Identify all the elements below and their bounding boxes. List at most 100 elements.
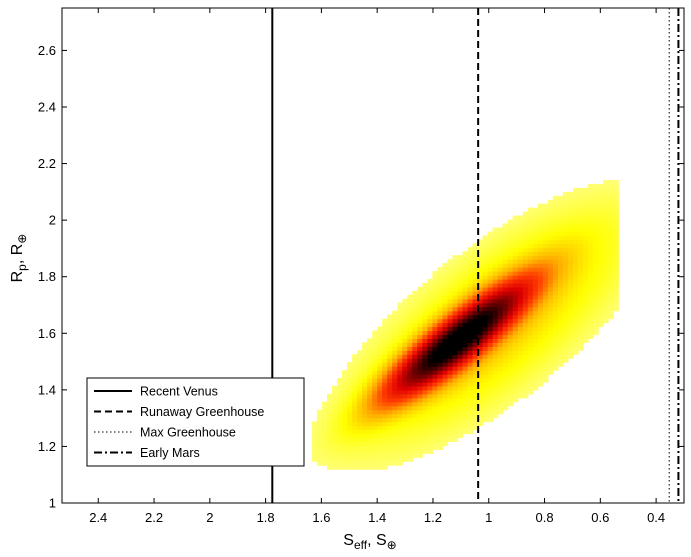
heatmap-cell <box>352 366 358 371</box>
heatmap-cell <box>522 322 529 328</box>
heatmap-cell <box>417 405 423 411</box>
heatmap-cell <box>527 259 534 264</box>
heatmap-cell <box>593 239 599 244</box>
heatmap-cell <box>532 330 539 336</box>
heatmap-cell <box>472 378 479 383</box>
heatmap-cell <box>467 282 474 288</box>
heatmap-cell <box>462 259 469 264</box>
heatmap-cell <box>417 409 423 415</box>
heatmap-cell <box>311 453 318 458</box>
heatmap-cell <box>603 302 609 308</box>
heatmap-cell <box>512 342 519 347</box>
heatmap-cell <box>457 362 464 367</box>
heatmap-cell <box>347 433 353 438</box>
heatmap-cell <box>598 290 604 296</box>
heatmap-cell <box>427 449 433 454</box>
heatmap-cell <box>573 255 579 260</box>
heatmap-cell <box>387 314 393 320</box>
heatmap-cell <box>497 358 504 363</box>
heatmap-cell <box>462 405 469 411</box>
heatmap-cell <box>562 251 569 256</box>
heatmap-cell <box>598 187 604 193</box>
heatmap-cell <box>427 350 433 355</box>
heatmap-cell <box>522 354 529 359</box>
heatmap-cell <box>603 247 609 252</box>
heatmap-cell <box>537 350 544 355</box>
heatmap-cell <box>407 346 413 351</box>
heatmap-cell <box>492 318 499 324</box>
heatmap-cell <box>532 302 539 308</box>
heatmap-cell <box>532 370 539 375</box>
heatmap-cell <box>492 330 499 336</box>
heatmap-cell <box>492 314 499 320</box>
heatmap-cell <box>372 354 378 359</box>
heatmap-cell <box>437 429 443 435</box>
heatmap-cell <box>532 235 539 240</box>
heatmap-cell <box>507 306 514 312</box>
heatmap-cell <box>598 310 604 316</box>
heatmap-cell <box>537 302 544 308</box>
heatmap-cell <box>442 279 449 284</box>
heatmap-cell <box>422 330 428 336</box>
heatmap-cell <box>442 378 449 383</box>
heatmap-cell <box>613 271 619 276</box>
heatmap-cell <box>397 425 403 431</box>
heatmap-cell <box>482 330 489 336</box>
heatmap-cell <box>542 251 549 256</box>
heatmap-cell <box>547 219 554 225</box>
heatmap-cell <box>502 314 509 320</box>
heatmap-cell <box>603 282 609 288</box>
heatmap-cell <box>357 401 363 407</box>
heatmap-cell <box>537 231 544 237</box>
heatmap-cell <box>462 310 469 316</box>
heatmap-cell <box>422 342 428 347</box>
heatmap-cell <box>598 314 604 320</box>
heatmap-cell <box>532 231 539 237</box>
heatmap-cell <box>477 302 484 308</box>
heatmap-cell <box>517 255 524 260</box>
heatmap-cell <box>517 366 524 371</box>
heatmap-cell <box>427 282 433 288</box>
heatmap-cell <box>583 302 589 308</box>
heatmap-cell <box>472 314 479 320</box>
heatmap-cell <box>397 433 403 438</box>
heatmap-cell <box>573 203 579 209</box>
heatmap-cell <box>497 381 504 387</box>
heatmap-cell <box>522 374 529 379</box>
heatmap-cell <box>372 465 378 470</box>
heatmap-cell <box>477 310 484 316</box>
heatmap-cell <box>412 405 418 411</box>
heatmap-cell <box>362 370 368 375</box>
heatmap-cell <box>452 334 459 339</box>
heatmap-cell <box>467 342 474 347</box>
heatmap-cell <box>613 243 619 248</box>
heatmap-cell <box>316 445 323 450</box>
heatmap-cell <box>432 314 438 320</box>
heatmap-cell <box>397 326 403 332</box>
heatmap-cell <box>452 263 459 268</box>
heatmap-cell <box>402 453 408 458</box>
heatmap-cell <box>427 393 433 399</box>
heatmap-cell <box>462 314 469 320</box>
heatmap-cell <box>402 401 408 407</box>
heatmap-cell <box>532 259 539 264</box>
heatmap-cell <box>462 374 469 379</box>
heatmap-cell <box>552 239 559 244</box>
heatmap-cell <box>502 370 509 375</box>
heatmap-cell <box>482 370 489 375</box>
heatmap-cell <box>347 465 353 470</box>
heatmap-cell <box>342 378 348 383</box>
heatmap-cell <box>422 381 428 387</box>
heatmap-cell <box>357 350 363 355</box>
heatmap-cell <box>382 350 388 355</box>
heatmap-cell <box>387 350 393 355</box>
heatmap-cell <box>588 227 594 233</box>
heatmap-cell <box>477 279 484 284</box>
heatmap-cell <box>452 437 459 442</box>
heatmap-cell <box>613 306 619 312</box>
heatmap-cell <box>422 405 428 411</box>
heatmap-cell <box>542 227 549 233</box>
heatmap-cell <box>588 318 594 324</box>
heatmap-cell <box>527 350 534 355</box>
heatmap-cell <box>397 445 403 450</box>
